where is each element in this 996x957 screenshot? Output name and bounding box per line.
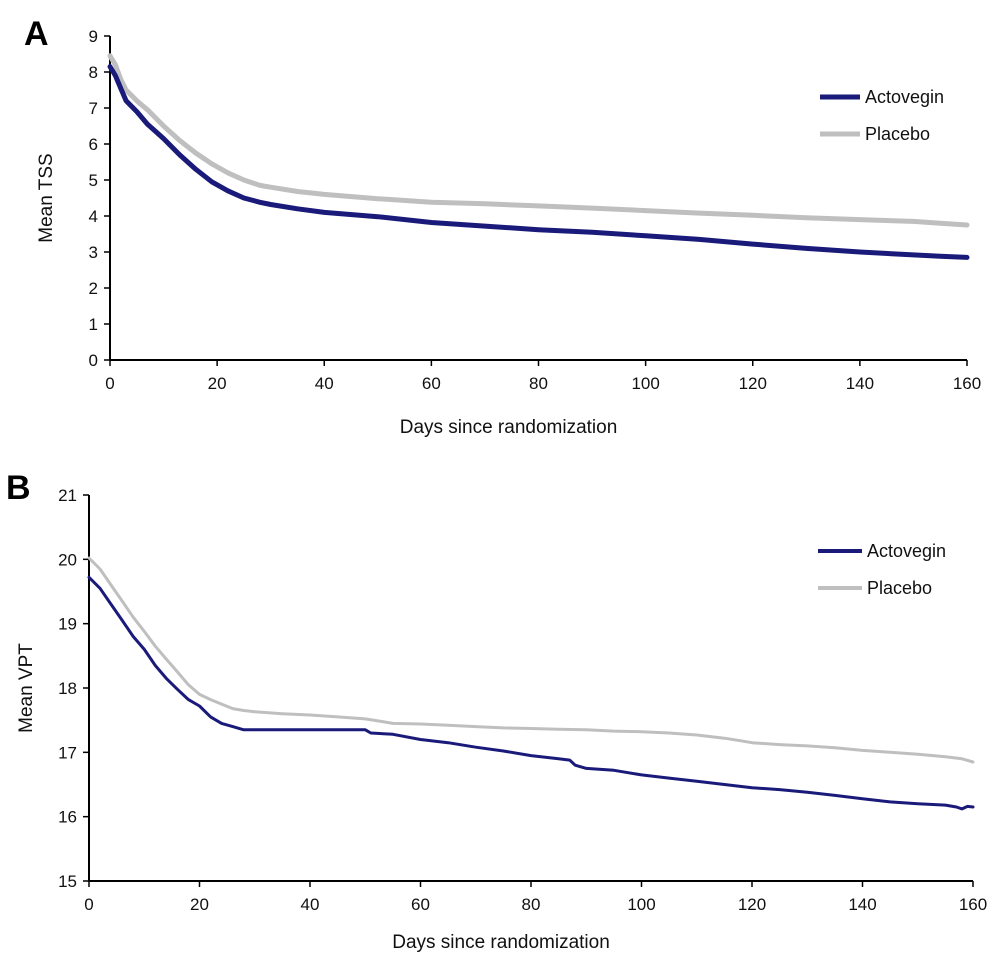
x-axis-title: Days since randomization bbox=[400, 417, 618, 438]
x-tick-label: 160 bbox=[953, 374, 981, 393]
x-tick-label: 140 bbox=[848, 895, 876, 914]
x-tick-label: 80 bbox=[522, 895, 541, 914]
y-tick-label: 0 bbox=[89, 351, 98, 370]
y-tick-label: 19 bbox=[58, 615, 77, 634]
series-line-placebo bbox=[87, 556, 975, 764]
legend-label-actovegin: Actovegin bbox=[867, 541, 946, 561]
x-tick-label: 100 bbox=[631, 374, 659, 393]
y-tick-label: 8 bbox=[89, 63, 98, 82]
y-tick-label: 18 bbox=[58, 679, 77, 698]
series-line-actovegin bbox=[107, 64, 970, 260]
legend-label-actovegin: Actovegin bbox=[865, 87, 944, 107]
legend-label-placebo: Placebo bbox=[867, 578, 932, 598]
panel-letter: B bbox=[6, 469, 31, 507]
x-tick-label: 120 bbox=[739, 374, 767, 393]
x-tick-label: 140 bbox=[846, 374, 874, 393]
legend-label-placebo: Placebo bbox=[865, 124, 930, 144]
y-tick-label: 6 bbox=[89, 135, 98, 154]
y-tick-label: 16 bbox=[58, 808, 77, 827]
x-tick-label: 100 bbox=[627, 895, 655, 914]
y-tick-label: 1 bbox=[89, 315, 98, 334]
x-tick-label: 0 bbox=[84, 895, 93, 914]
chart-panel-a: A 0 1 2 3 4 5 6 7 8 9 0 20 40 60 80 100 120 140 160 Days sin… bbox=[24, 15, 981, 438]
x-tick-label: 0 bbox=[105, 374, 114, 393]
x-axis-title: Days since randomization bbox=[392, 932, 610, 953]
panel-letter: A bbox=[24, 15, 49, 53]
y-tick-label: 7 bbox=[89, 99, 98, 118]
y-tick-label: 9 bbox=[89, 27, 98, 46]
chart-panel-b: B 15 16 17 18 19 20 21 0 20 40 60 80 100 120 140 160 Days… bbox=[6, 469, 987, 953]
y-tick-label: 5 bbox=[89, 171, 98, 190]
x-tick-label: 40 bbox=[301, 895, 320, 914]
x-tick-label: 120 bbox=[738, 895, 766, 914]
y-tick-label: 17 bbox=[58, 743, 77, 762]
x-tick-label: 20 bbox=[190, 895, 209, 914]
series-line-placebo bbox=[107, 53, 970, 228]
x-tick-label: 60 bbox=[422, 374, 441, 393]
x-tick-label: 80 bbox=[529, 374, 548, 393]
y-tick-label: 15 bbox=[58, 872, 77, 891]
x-tick-label: 20 bbox=[208, 374, 227, 393]
series-line-actovegin bbox=[87, 575, 975, 811]
y-axis-title: Mean VPT bbox=[16, 643, 37, 733]
x-tick-label: 60 bbox=[411, 895, 430, 914]
x-tick-label: 40 bbox=[315, 374, 334, 393]
x-tick-label: 160 bbox=[959, 895, 987, 914]
y-axis-title: Mean TSS bbox=[36, 153, 57, 242]
y-tick-label: 2 bbox=[89, 279, 98, 298]
y-tick-label: 3 bbox=[89, 243, 98, 262]
y-tick-label: 20 bbox=[58, 550, 77, 569]
y-tick-label: 21 bbox=[58, 486, 77, 505]
y-tick-label: 4 bbox=[89, 207, 98, 226]
